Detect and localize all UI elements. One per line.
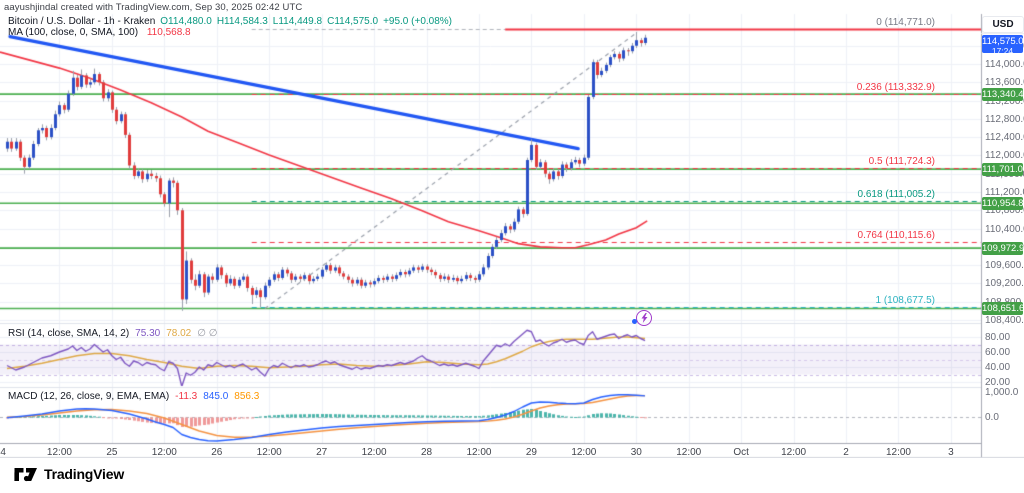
rsi-value: ∅ ∅: [197, 328, 218, 339]
time-scale-label: 2: [843, 447, 849, 458]
ohlc-value: C114,575.0: [327, 16, 379, 27]
price-scale-label: 110,800.0: [985, 205, 1024, 217]
countdown-timer: 17:24: [991, 45, 1014, 56]
time-scale-label: 30: [630, 447, 642, 458]
lightning-badge-icon[interactable]: [632, 310, 652, 326]
rsi-scale-label: 20.00: [985, 377, 1011, 388]
rsi-scale-label: 60.00: [985, 347, 1011, 358]
rsi-value: 75.30: [135, 328, 161, 339]
time-scale-label: 12:00: [256, 447, 282, 458]
current-price-badge: 114,575.0 17:24: [982, 34, 1024, 56]
time-scale-label: 12:00: [676, 447, 702, 458]
price-level-badge: 109,972.9: [982, 241, 1024, 255]
rsi-values: 75.30 78.02 ∅ ∅: [129, 328, 217, 339]
price-scale-label: 108,400.0: [985, 315, 1024, 326]
tradingview-logo-text: TradingView: [44, 466, 125, 482]
time-scale-label: 26: [211, 447, 223, 458]
footer: TradingView: [0, 458, 1024, 493]
time-scale-label: 25: [106, 447, 118, 458]
price-level-badge: 110,954.8: [982, 196, 1024, 210]
ohlc-value: L114,449.8: [272, 16, 323, 27]
time-scale-label: 29: [525, 447, 537, 458]
macd-value: 845.0: [203, 391, 229, 402]
time-scale-label: 28: [420, 447, 433, 458]
price-level-badge: 111,701.0: [982, 162, 1023, 176]
time-scale-label: Oct: [733, 447, 749, 458]
rsi-scale-label: 40.00: [985, 362, 1011, 373]
macd-values: -11.3 845.0 856.3: [169, 391, 259, 402]
ma-title: MA (100, close, 0, SMA, 100): [8, 27, 139, 38]
time-scale-label: 12:00: [46, 447, 72, 458]
macd-value: 856.3: [234, 391, 260, 402]
price-scale-label: 112,400.0: [985, 132, 1024, 144]
symbol-title: Bitcoin / U.S. Dollar - 1h - Kraken: [8, 16, 156, 27]
price-level-badge: 108,651.6: [982, 301, 1024, 315]
macd-scale-label: 0.0: [985, 412, 999, 423]
time-scale-label: 12:00: [466, 447, 492, 458]
price-scale-label: 113,200.0: [985, 95, 1024, 107]
price-scale-label: 109,200.0: [985, 278, 1024, 290]
tradingview-logo-icon: [14, 467, 37, 481]
time-scale-label: 3: [948, 447, 954, 458]
price-scale-label: 111,200.0: [985, 187, 1024, 198]
time-axis[interactable]: 24 12:00 25 12:00 26 12:00 27 12:00 28 12:00 29 12:…: [0, 444, 981, 458]
ohlc-values: O114,480.0 H114,584.3 L114,449.8 C114,575.0…: [155, 16, 452, 27]
time-scale-label: 12:00: [781, 447, 807, 458]
rsi-title: RSI (14, close, SMA, 14, 2): [8, 328, 130, 339]
price-axis[interactable]: 114,400.0114,000.0113,600.0113,200.0112,…: [982, 14, 1024, 458]
rsi-scale-label: 80.00: [985, 332, 1011, 343]
ma-value: 110,568.8: [146, 27, 191, 38]
price-scale-label: 112,800.0: [985, 113, 1024, 125]
price-scale-label: 112,000.0: [985, 150, 1024, 162]
ohlc-value: H114,584.3: [216, 16, 268, 27]
price-scale-label: 109,600.0: [985, 260, 1024, 272]
symbol-legend[interactable]: Bitcoin / U.S. Dollar - 1h - Kraken O114,…: [8, 16, 452, 27]
time-scale-label: 12:00: [885, 447, 911, 458]
price-level-badge: 113,340.4: [982, 87, 1024, 101]
ma-legend[interactable]: MA (100, close, 0, SMA, 100) 110,568.8: [8, 27, 191, 38]
time-scale-label: 12:00: [151, 447, 177, 458]
rsi-legend[interactable]: RSI (14, close, SMA, 14, 2) 75.30 78.02 ∅ ∅: [8, 328, 217, 339]
ohlc-value: O114,480.0: [160, 16, 212, 27]
attribution-text: aayushjindal created with TradingView.co…: [4, 2, 303, 13]
time-scale-label: 24: [0, 447, 6, 458]
price-scale-label: 113,600.0: [985, 77, 1024, 89]
tradingview-logo[interactable]: TradingView: [14, 466, 124, 482]
ohlc-value: +95.0 (+0.08%): [383, 16, 452, 27]
macd-value: -11.3: [175, 391, 198, 402]
time-scale-label: 12:00: [361, 447, 387, 458]
macd-scale-label: 1,000.0: [985, 387, 1019, 398]
time-scale-label: 27: [316, 447, 328, 458]
macd-title: MACD (12, 26, close, 9, EMA, EMA): [8, 391, 170, 402]
price-scale-label: 110,400.0: [985, 223, 1024, 235]
time-scale-label: 12:00: [571, 447, 597, 458]
macd-legend[interactable]: MACD (12, 26, close, 9, EMA, EMA) -11.3 84…: [8, 391, 259, 402]
price-scale-label: 114,000.0: [985, 59, 1024, 70]
rsi-value: 78.02: [166, 328, 192, 339]
